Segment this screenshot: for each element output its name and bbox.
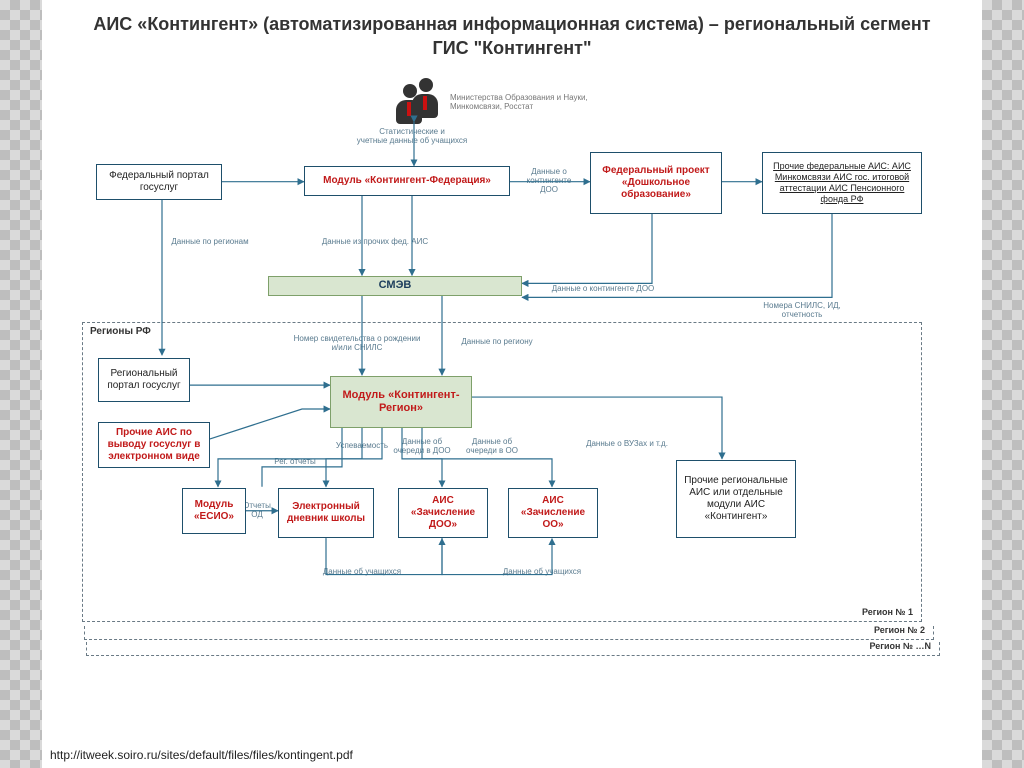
node-fed-portal: Федеральный портал госуслуг [96,164,222,200]
region-tag-1: Регион № 1 [862,607,913,617]
region-box-2: Регион № 2 [84,626,934,640]
lbl-data-doo2: Данные о контингенте ДОО [528,285,678,294]
node-other-fed-ais: Прочие федеральные АИС: АИС Минкомсвязи … [762,152,922,214]
node-mod-esio: Модуль «ЕСИО» [182,488,246,534]
node-mod-fed: Модуль «Контингент-Федерация» [304,166,510,196]
ministry-label: Министерства Образования и Науки, Минком… [450,94,630,112]
lbl-stats: Статистические и учетные данные об учащи… [342,128,482,146]
regions-title: Регионы РФ [90,326,151,337]
page: АИС «Контингент» (автоматизированная инф… [42,0,982,768]
region-box-n: Регион № …N [86,642,940,656]
diagram-canvas: Министерства Образования и Науки, Минком… [42,70,982,768]
footer-url: http://itweek.soiro.ru/sites/default/fil… [50,748,353,762]
node-fed-project: Федеральный проект «Дошкольное образован… [590,152,722,214]
decor-strip-left [0,0,42,768]
lbl-data-other-fed: Данные из прочих фед. АИС [300,238,450,247]
node-ais-doo: АИС «Зачисление ДОО» [398,488,488,538]
lbl-data-doo1: Данные о контингенте ДОО [514,168,584,194]
node-ediary: Электронный дневник школы [278,488,374,538]
lbl-snils-id: Номера СНИЛС, ИД, отчетность [732,302,872,320]
region-tag-2: Регион № 2 [874,625,925,635]
person-icon [412,78,440,118]
region-tag-n: Регион № …N [869,641,931,651]
node-mod-region: Модуль «Контингент-Регион» [330,376,472,428]
lbl-data-regions: Данные по регионам [150,238,270,247]
node-other-ais-out: Прочие АИС по выводу госуслуг в электрон… [98,422,210,468]
node-other-reg-ais: Прочие региональные АИС или отдельные мо… [676,460,796,538]
decor-strip-right [982,0,1024,768]
page-title: АИС «Контингент» (автоматизированная инф… [42,0,982,65]
node-reg-portal: Региональный портал госуслуг [98,358,190,402]
node-ais-oo: АИС «Зачисление ОО» [508,488,598,538]
node-smev: СМЭВ [268,276,522,296]
region-box-1: Регион № 1 [82,322,922,622]
